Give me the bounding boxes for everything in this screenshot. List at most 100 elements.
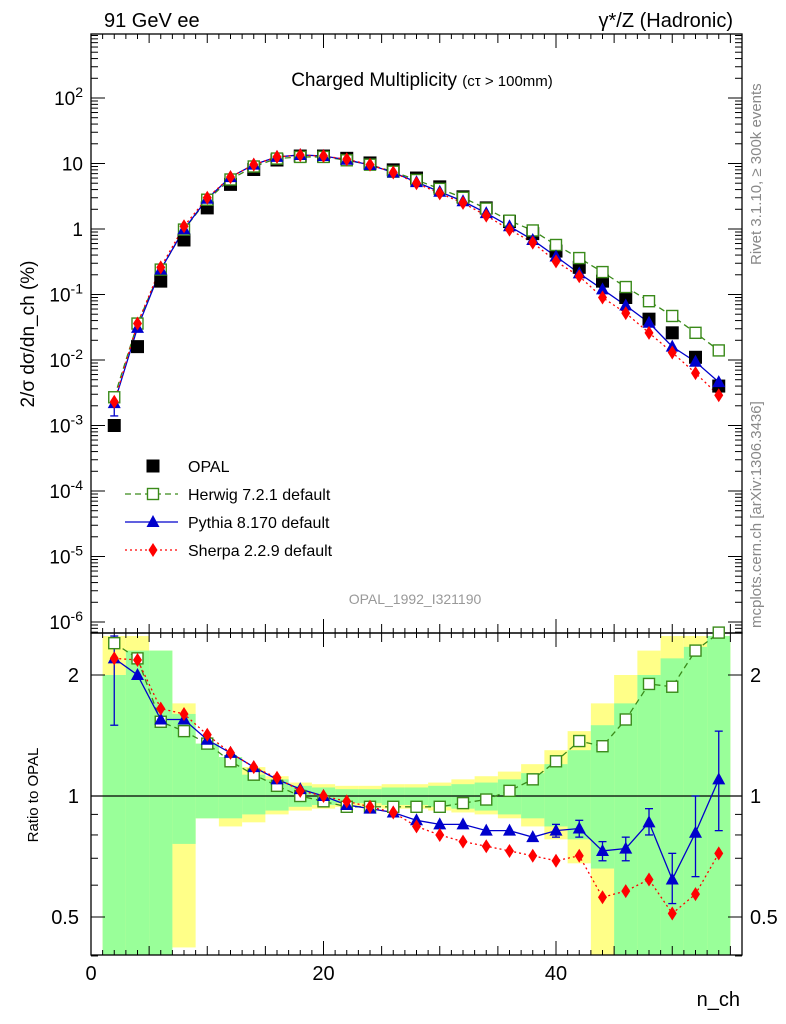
point-sherpa-2-2-9-default bbox=[458, 195, 468, 210]
series-line-pythia-8-170-default bbox=[113, 154, 720, 404]
ratio-point-sherpa-2-2-9-default bbox=[272, 770, 282, 785]
point-herwig-7-2-1-default bbox=[549, 238, 563, 252]
main-ytick-label: 10-5 bbox=[49, 543, 83, 569]
band-inner-0 bbox=[102, 675, 126, 955]
point-sherpa-2-2-9-default bbox=[481, 208, 491, 223]
ratio-point-pythia-8-170-default bbox=[433, 817, 447, 830]
ratio-ylabel: Ratio to OPAL bbox=[25, 748, 42, 843]
point-opal bbox=[107, 419, 121, 432]
point-sherpa-2-2-9-default bbox=[249, 157, 259, 172]
legend-marker bbox=[146, 459, 160, 473]
ratio-point-pythia-8-170-default bbox=[549, 823, 563, 836]
band-inner-3 bbox=[172, 713, 196, 844]
ytick-exponent: 2 bbox=[75, 84, 83, 100]
ratio-point-pythia-8-170-default bbox=[712, 772, 726, 785]
ratio-point-pythia-8-170-default bbox=[572, 821, 586, 834]
band-inner-1 bbox=[125, 650, 150, 955]
ratio-point-pythia-8-170-default bbox=[456, 817, 470, 830]
ratio-point-pythia-8-170-default bbox=[154, 712, 168, 725]
point-sherpa-2-2-9-default bbox=[667, 345, 677, 360]
ratio-point-herwig-7-2-1-default bbox=[619, 713, 632, 726]
ytick-base: 10 bbox=[54, 89, 75, 110]
ratio-ytick-label-right: 0.5 bbox=[750, 907, 778, 929]
point-sherpa-2-2-9-default bbox=[226, 170, 235, 185]
ratio-point-sherpa-2-2-9-default bbox=[365, 799, 375, 814]
point-opal bbox=[665, 326, 679, 340]
band-inner-2 bbox=[149, 650, 173, 955]
point-herwig-7-2-1-default bbox=[689, 326, 702, 340]
band-inner-21 bbox=[590, 725, 615, 869]
header-left-label: 91 GeV ee bbox=[104, 10, 200, 32]
point-pythia-8-170-default bbox=[642, 315, 656, 328]
point-herwig-7-2-1-default bbox=[642, 295, 656, 308]
point-opal bbox=[154, 274, 168, 288]
main-ytick-label: 10-4 bbox=[49, 477, 83, 503]
point-pythia-8-170-default bbox=[689, 354, 702, 367]
ratio-point-pythia-8-170-default bbox=[479, 823, 493, 836]
band-inner-20 bbox=[567, 750, 591, 840]
ratio-point-sherpa-2-2-9-default bbox=[412, 819, 421, 834]
point-sherpa-2-2-9-default bbox=[551, 254, 561, 269]
ratio-point-pythia-8-170-default bbox=[131, 668, 144, 680]
ratio-ytick-label-right: 1 bbox=[750, 786, 761, 808]
ratio-point-herwig-7-2-1-default bbox=[573, 734, 586, 748]
rivet-label: Rivet 3.1.10, ≥ 300k events bbox=[748, 83, 765, 265]
point-sherpa-2-2-9-default bbox=[179, 219, 189, 234]
point-sherpa-2-2-9-default bbox=[691, 366, 700, 381]
ratio-point-herwig-7-2-1-default bbox=[526, 773, 539, 786]
ratio-point-herwig-7-2-1-default bbox=[666, 680, 679, 693]
main-title: Charged Multiplicity (cτ > 100mm) bbox=[291, 70, 553, 91]
ratio-point-pythia-8-170-default bbox=[503, 823, 516, 836]
point-herwig-7-2-1-default bbox=[712, 344, 725, 357]
ytick-base: 10 bbox=[49, 613, 70, 634]
ratio-point-sherpa-2-2-9-default bbox=[133, 652, 142, 667]
ratio-point-sherpa-2-2-9-default bbox=[714, 846, 724, 861]
point-sherpa-2-2-9-default bbox=[342, 152, 352, 167]
ratio-point-sherpa-2-2-9-default bbox=[667, 906, 677, 921]
ratio-point-herwig-7-2-1-default bbox=[433, 800, 446, 814]
ratio-point-sherpa-2-2-9-default bbox=[481, 839, 491, 854]
legend-marker bbox=[146, 515, 160, 527]
point-sherpa-2-2-9-default bbox=[528, 235, 538, 250]
point-opal bbox=[177, 233, 191, 247]
main-ylabel: 2/σ dσ/dn_ch (%) bbox=[18, 260, 39, 407]
band-inner-4 bbox=[195, 743, 219, 819]
ratio-point-herwig-7-2-1-default bbox=[410, 800, 423, 814]
ratio-point-sherpa-2-2-9-default bbox=[691, 887, 700, 902]
ytick-exponent: -4 bbox=[71, 477, 84, 493]
point-sherpa-2-2-9-default bbox=[574, 269, 584, 284]
main-title-suffix: (cτ > 100mm) bbox=[462, 73, 553, 90]
ratio-line-sherpa-2-2-9-default bbox=[114, 657, 720, 915]
analysis-watermark: OPAL_1992_I321190 bbox=[349, 591, 482, 607]
ytick-base: 10 bbox=[49, 548, 70, 569]
ratio-point-sherpa-2-2-9-default bbox=[388, 805, 398, 820]
ratio-xtick-label: 20 bbox=[312, 963, 334, 985]
main-ytick-label: 10-3 bbox=[49, 412, 83, 438]
ratio-point-sherpa-2-2-9-default bbox=[202, 727, 212, 742]
point-sherpa-2-2-9-default bbox=[202, 190, 212, 205]
point-sherpa-2-2-9-default bbox=[133, 316, 142, 331]
legend-label: Herwig 7.2.1 default bbox=[188, 487, 331, 504]
ytick-exponent: -5 bbox=[71, 543, 84, 559]
main-ytick-label: 10-1 bbox=[49, 281, 83, 307]
point-sherpa-2-2-9-default bbox=[319, 149, 328, 164]
ratio-panel: 0 20 40 0.5 0.5 1 1 2 2 bbox=[51, 626, 778, 985]
point-sherpa-2-2-9-default bbox=[644, 325, 654, 340]
header-right-label: γ*/Z (Hadronic) bbox=[599, 10, 733, 32]
point-sherpa-2-2-9-default bbox=[156, 260, 166, 275]
ratio-point-pythia-8-170-default bbox=[642, 815, 656, 828]
point-sherpa-2-2-9-default bbox=[598, 290, 607, 305]
legend-marker bbox=[146, 487, 160, 501]
ratio-point-sherpa-2-2-9-default bbox=[226, 745, 235, 760]
ratio-point-sherpa-2-2-9-default bbox=[598, 890, 607, 905]
legend-label: OPAL bbox=[188, 459, 230, 476]
ratio-point-sherpa-2-2-9-default bbox=[342, 794, 352, 809]
ytick-base: 10 bbox=[49, 286, 70, 307]
ratio-point-herwig-7-2-1-default bbox=[549, 755, 563, 768]
ratio-xtick-label: 0 bbox=[85, 963, 96, 985]
ratio-point-sherpa-2-2-9-default bbox=[528, 848, 538, 863]
main-title-text: Charged Multiplicity bbox=[291, 70, 457, 91]
point-pythia-8-170-default bbox=[619, 298, 633, 311]
point-pythia-8-170-default bbox=[712, 375, 726, 388]
